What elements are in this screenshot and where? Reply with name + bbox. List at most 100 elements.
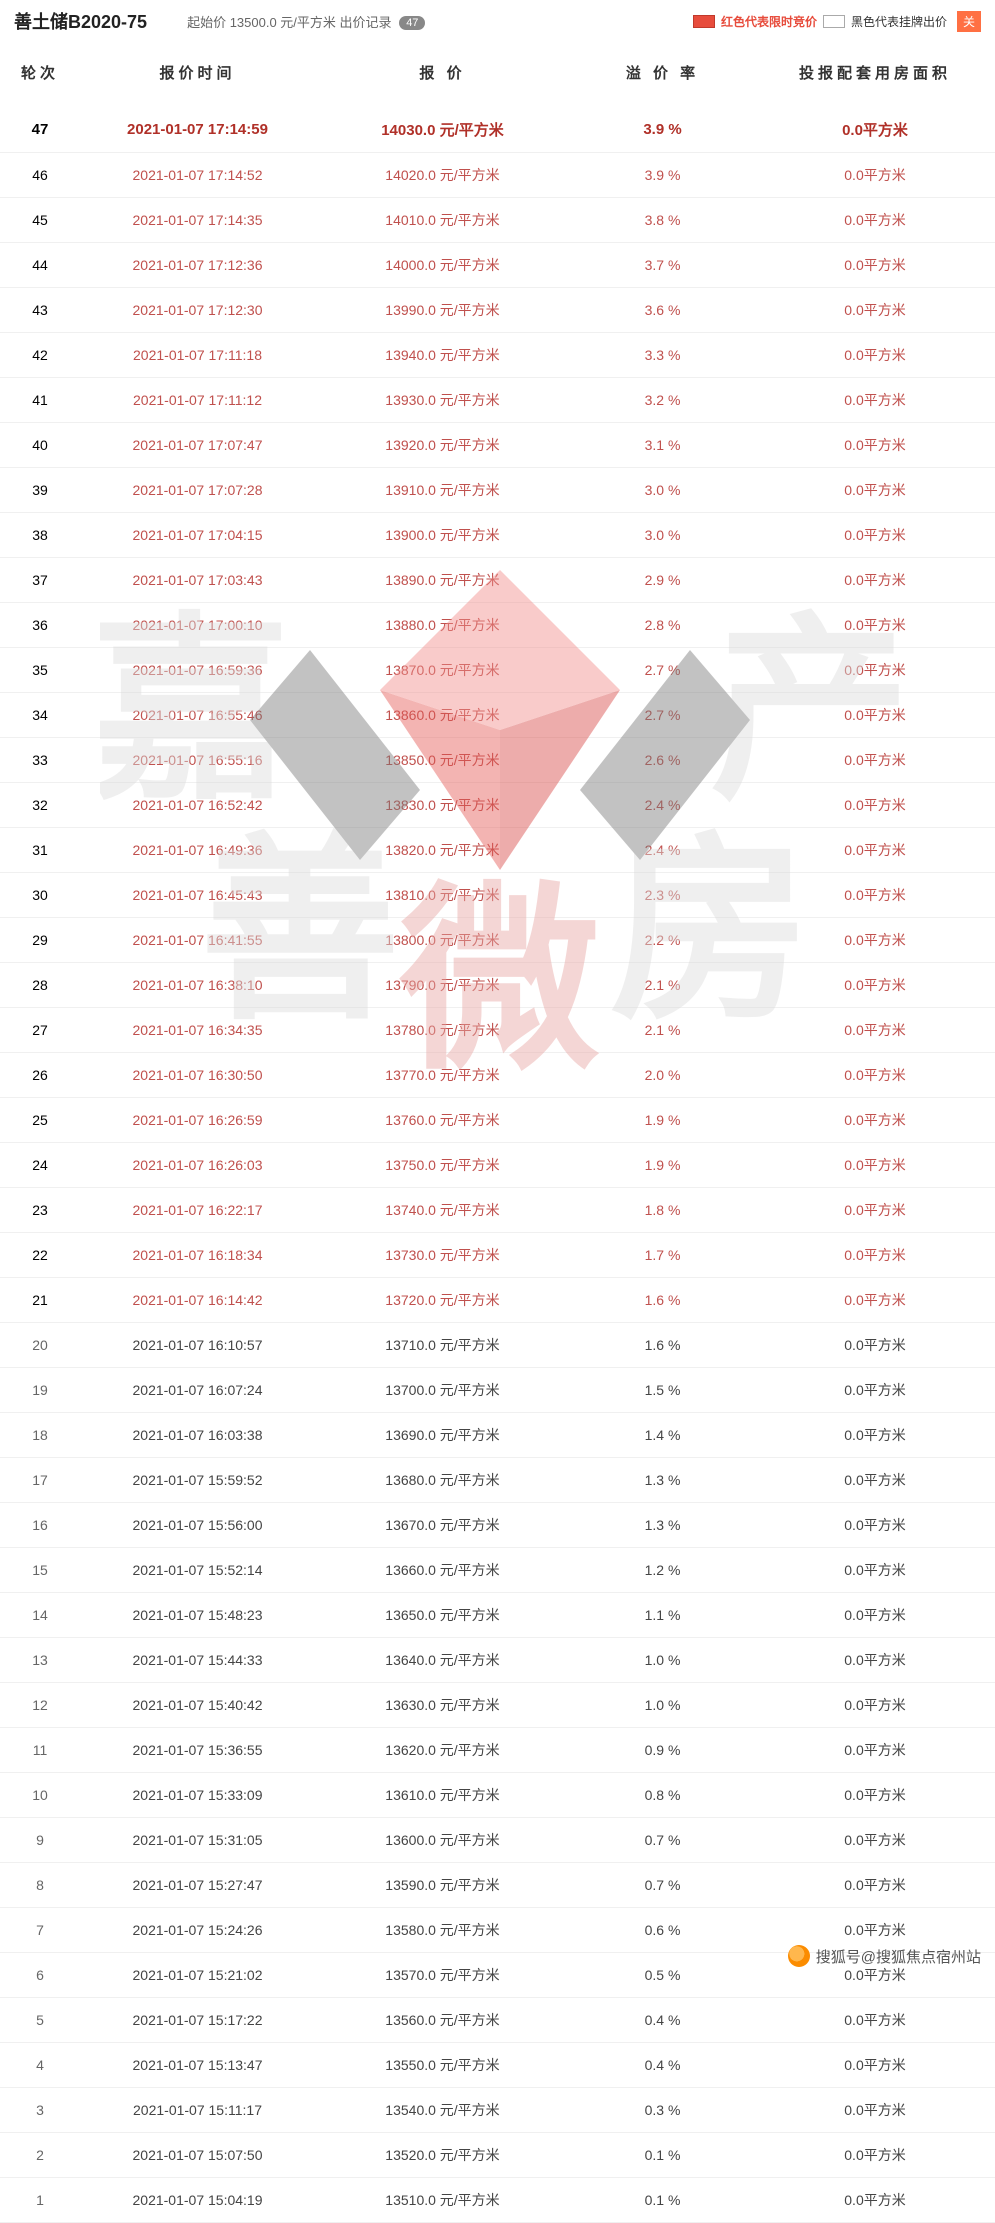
cell-area: 0.0平方米 bbox=[755, 2178, 995, 2223]
cell-round: 4 bbox=[0, 2043, 80, 2088]
cell-rate: 1.3 % bbox=[570, 1503, 755, 1548]
cell-rate: 0.7 % bbox=[570, 1818, 755, 1863]
cell-area: 0.0平方米 bbox=[755, 468, 995, 513]
cell-time: 2021-01-07 17:04:15 bbox=[80, 513, 315, 558]
cell-price: 13870.0 元/平方米 bbox=[315, 648, 570, 693]
cell-price: 13510.0 元/平方米 bbox=[315, 2178, 570, 2223]
cell-price: 13920.0 元/平方米 bbox=[315, 423, 570, 468]
cell-rate: 1.4 % bbox=[570, 1413, 755, 1458]
cell-round: 35 bbox=[0, 648, 80, 693]
cell-area: 0.0平方米 bbox=[755, 738, 995, 783]
cell-price: 13540.0 元/平方米 bbox=[315, 2088, 570, 2133]
cell-time: 2021-01-07 17:00:10 bbox=[80, 603, 315, 648]
table-row: 12021-01-07 15:04:1913510.0 元/平方米0.1 %0.… bbox=[0, 2178, 995, 2223]
table-row: 122021-01-07 15:40:4213630.0 元/平方米1.0 %0… bbox=[0, 1683, 995, 1728]
table-row: 92021-01-07 15:31:0513600.0 元/平方米0.7 %0.… bbox=[0, 1818, 995, 1863]
table-row: 262021-01-07 16:30:5013770.0 元/平方米2.0 %0… bbox=[0, 1053, 995, 1098]
footer-text: 搜狐号@搜狐焦点宿州站 bbox=[816, 1946, 981, 1967]
cell-time: 2021-01-07 15:13:47 bbox=[80, 2043, 315, 2088]
legend-white-swatch bbox=[823, 15, 845, 28]
cell-area: 0.0平方米 bbox=[755, 1863, 995, 1908]
cell-time: 2021-01-07 15:56:00 bbox=[80, 1503, 315, 1548]
cell-rate: 0.4 % bbox=[570, 2043, 755, 2088]
cell-round: 11 bbox=[0, 1728, 80, 1773]
table-row: 392021-01-07 17:07:2813910.0 元/平方米3.0 %0… bbox=[0, 468, 995, 513]
cell-price: 13890.0 元/平方米 bbox=[315, 558, 570, 603]
cell-time: 2021-01-07 16:55:16 bbox=[80, 738, 315, 783]
cell-time: 2021-01-07 15:31:05 bbox=[80, 1818, 315, 1863]
cell-price: 13580.0 元/平方米 bbox=[315, 1908, 570, 1953]
cell-area: 0.0平方米 bbox=[755, 783, 995, 828]
cell-price: 13730.0 元/平方米 bbox=[315, 1233, 570, 1278]
cell-rate: 3.6 % bbox=[570, 288, 755, 333]
cell-price: 13770.0 元/平方米 bbox=[315, 1053, 570, 1098]
cell-rate: 2.0 % bbox=[570, 1053, 755, 1098]
cell-round: 39 bbox=[0, 468, 80, 513]
cell-time: 2021-01-07 17:11:12 bbox=[80, 378, 315, 423]
cell-rate: 2.6 % bbox=[570, 738, 755, 783]
cell-rate: 0.1 % bbox=[570, 2178, 755, 2223]
cell-area: 0.0平方米 bbox=[755, 1458, 995, 1503]
table-row: 152021-01-07 15:52:1413660.0 元/平方米1.2 %0… bbox=[0, 1548, 995, 1593]
cell-round: 25 bbox=[0, 1098, 80, 1143]
cell-rate: 3.3 % bbox=[570, 333, 755, 378]
cell-area: 0.0平方米 bbox=[755, 1818, 995, 1863]
legend-white-text: 黑色代表挂牌出价 bbox=[851, 13, 947, 30]
cell-area: 0.0平方米 bbox=[755, 693, 995, 738]
cell-area: 0.0平方米 bbox=[755, 603, 995, 648]
cell-rate: 2.7 % bbox=[570, 648, 755, 693]
cell-price: 13740.0 元/平方米 bbox=[315, 1188, 570, 1233]
cell-round: 8 bbox=[0, 1863, 80, 1908]
cell-rate: 1.0 % bbox=[570, 1638, 755, 1683]
cell-rate: 1.9 % bbox=[570, 1143, 755, 1188]
table-row: 232021-01-07 16:22:1713740.0 元/平方米1.8 %0… bbox=[0, 1188, 995, 1233]
cell-area: 0.0平方米 bbox=[755, 1548, 995, 1593]
cell-area: 0.0平方米 bbox=[755, 1683, 995, 1728]
cell-time: 2021-01-07 17:14:35 bbox=[80, 198, 315, 243]
cell-price: 13520.0 元/平方米 bbox=[315, 2133, 570, 2178]
cell-area: 0.0平方米 bbox=[755, 1998, 995, 2043]
cell-round: 46 bbox=[0, 153, 80, 198]
cell-rate: 0.9 % bbox=[570, 1728, 755, 1773]
cell-round: 12 bbox=[0, 1683, 80, 1728]
cell-area: 0.0平方米 bbox=[755, 2043, 995, 2088]
col-price: 报 价 bbox=[315, 40, 570, 107]
cell-time: 2021-01-07 16:26:59 bbox=[80, 1098, 315, 1143]
cell-area: 0.0平方米 bbox=[755, 378, 995, 423]
table-row: 252021-01-07 16:26:5913760.0 元/平方米1.9 %0… bbox=[0, 1098, 995, 1143]
cell-time: 2021-01-07 16:49:36 bbox=[80, 828, 315, 873]
cell-round: 41 bbox=[0, 378, 80, 423]
cell-round: 23 bbox=[0, 1188, 80, 1233]
col-area: 投报配套用房面积 bbox=[755, 40, 995, 107]
table-row: 212021-01-07 16:14:4213720.0 元/平方米1.6 %0… bbox=[0, 1278, 995, 1323]
legend: 红色代表限时竞价 黑色代表挂牌出价 bbox=[693, 13, 947, 30]
cell-time: 2021-01-07 15:04:19 bbox=[80, 2178, 315, 2223]
cell-round: 26 bbox=[0, 1053, 80, 1098]
record-count-badge: 47 bbox=[399, 16, 425, 30]
table-row: 322021-01-07 16:52:4213830.0 元/平方米2.4 %0… bbox=[0, 783, 995, 828]
cell-rate: 1.7 % bbox=[570, 1233, 755, 1278]
cell-rate: 0.8 % bbox=[570, 1773, 755, 1818]
cell-rate: 2.2 % bbox=[570, 918, 755, 963]
cell-area: 0.0平方米 bbox=[755, 333, 995, 378]
cell-rate: 3.8 % bbox=[570, 198, 755, 243]
cell-time: 2021-01-07 16:03:38 bbox=[80, 1413, 315, 1458]
cell-area: 0.0平方米 bbox=[755, 828, 995, 873]
cell-price: 13860.0 元/平方米 bbox=[315, 693, 570, 738]
cell-rate: 0.4 % bbox=[570, 1998, 755, 2043]
cell-rate: 2.1 % bbox=[570, 963, 755, 1008]
cell-rate: 2.8 % bbox=[570, 603, 755, 648]
cell-rate: 1.3 % bbox=[570, 1458, 755, 1503]
cell-price: 13800.0 元/平方米 bbox=[315, 918, 570, 963]
cell-area: 0.0平方米 bbox=[755, 1638, 995, 1683]
cell-round: 28 bbox=[0, 963, 80, 1008]
close-button[interactable]: 关 bbox=[957, 11, 981, 32]
cell-area: 0.0平方米 bbox=[755, 243, 995, 288]
cell-price: 13600.0 元/平方米 bbox=[315, 1818, 570, 1863]
cell-rate: 1.6 % bbox=[570, 1278, 755, 1323]
cell-round: 29 bbox=[0, 918, 80, 963]
cell-time: 2021-01-07 17:07:28 bbox=[80, 468, 315, 513]
cell-area: 0.0平方米 bbox=[755, 648, 995, 693]
cell-round: 42 bbox=[0, 333, 80, 378]
cell-time: 2021-01-07 15:07:50 bbox=[80, 2133, 315, 2178]
